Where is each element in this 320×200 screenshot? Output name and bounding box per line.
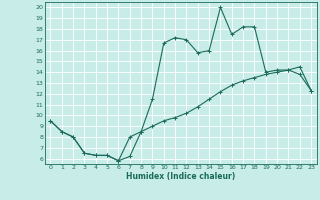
X-axis label: Humidex (Indice chaleur): Humidex (Indice chaleur) xyxy=(126,172,236,181)
